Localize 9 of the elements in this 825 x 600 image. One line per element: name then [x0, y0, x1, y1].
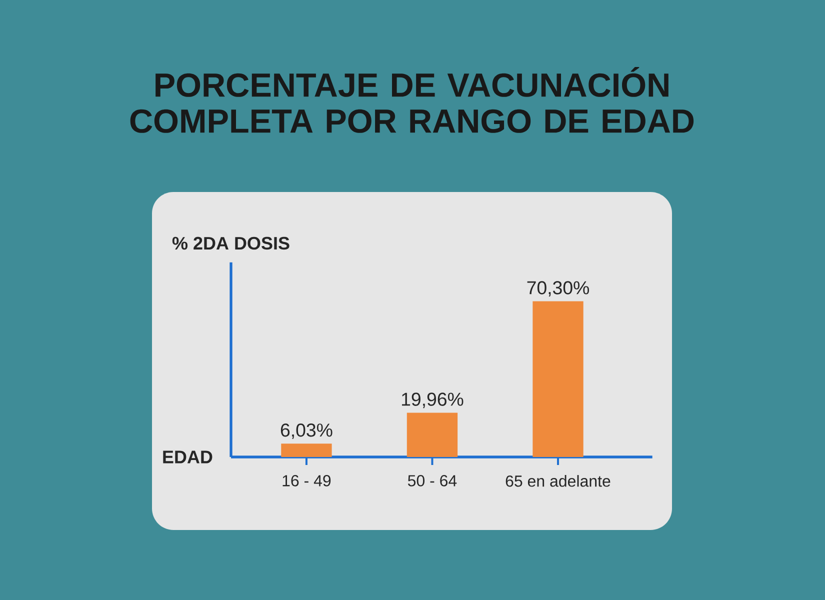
y-axis-title: % 2DA DOSIS — [172, 236, 290, 250]
data-label: 70,30% — [527, 281, 589, 297]
x-axis-title: EDAD — [163, 450, 212, 464]
data-label: 6,03% — [280, 423, 332, 439]
x-tick-label: 65 en adelante — [506, 475, 610, 487]
data-label: 19,96% — [402, 392, 464, 408]
x-tick-label: 50 - 64 — [408, 475, 457, 486]
chart-title: PORCENTAJE DE VACUNACIÓN COMPLETA POR RANGO DE EDAD — [130, 67, 694, 133]
x-tick-label: 16 - 49 — [282, 475, 331, 486]
